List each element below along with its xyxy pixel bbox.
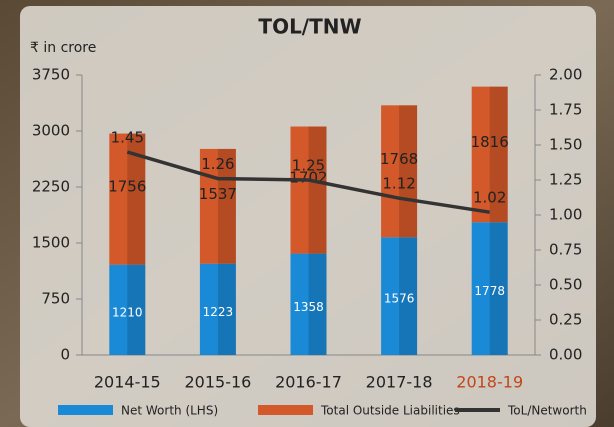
y-tick-label: 0 xyxy=(60,346,70,364)
bar-shade xyxy=(308,126,327,254)
bar-segment xyxy=(109,264,146,355)
y-tick-label: 3000 xyxy=(32,122,70,140)
bar-segment xyxy=(199,148,236,264)
line-value-label: 1.02 xyxy=(473,189,506,207)
line xyxy=(126,150,490,214)
line-value-label: 1.12 xyxy=(382,175,415,193)
bar-value-label: 1358 xyxy=(293,300,324,314)
bar-shade xyxy=(127,133,146,265)
bar-segment xyxy=(381,105,418,238)
legend-swatch xyxy=(58,405,113,415)
line-value-label: 1.45 xyxy=(111,129,144,147)
x-tick-label: 2016-17 xyxy=(275,373,342,392)
bar-segment xyxy=(471,222,508,355)
y2-tick-label: 0.00 xyxy=(549,346,582,364)
y2-tick-label: 0.50 xyxy=(549,276,582,294)
bar-segment xyxy=(199,263,236,355)
bar-segment xyxy=(471,86,508,223)
legend-label: Total Outside Liabilities xyxy=(320,404,460,418)
bar-shade xyxy=(489,222,508,355)
bar-shade xyxy=(127,264,146,355)
legend-label: ToL/Networth xyxy=(507,404,587,418)
bar-shade xyxy=(308,253,327,355)
y2-tick-label: 1.50 xyxy=(549,136,582,154)
bar-segment xyxy=(290,126,327,254)
y2-tick-label: 1.25 xyxy=(549,171,582,189)
chart-title: TOL/TNW xyxy=(258,15,361,39)
legend-label: Net Worth (LHS) xyxy=(121,404,218,418)
bar-shade xyxy=(399,105,418,238)
y-axis-label: ₹ in crore xyxy=(30,40,96,56)
bar-value-label: 1210 xyxy=(112,305,143,319)
line-value-label: 1.26 xyxy=(201,155,234,173)
y-tick-label: 2250 xyxy=(32,178,70,196)
bar-value-label: 1756 xyxy=(108,178,146,196)
y2-tick-label: 1.75 xyxy=(549,101,582,119)
x-tick-label: 2014-15 xyxy=(94,373,161,392)
bar-value-label: 1576 xyxy=(384,292,415,306)
bar-value-label: 1778 xyxy=(474,284,505,298)
bar-segment xyxy=(290,253,327,355)
bar-shade xyxy=(399,237,418,355)
y-tick-label: 3750 xyxy=(32,66,70,84)
bar-value-label: 1816 xyxy=(471,133,509,151)
y-tick-label: 1500 xyxy=(32,234,70,252)
bar-value-label: 1223 xyxy=(203,305,234,319)
bar-value-label: 1537 xyxy=(199,185,237,203)
bar-shade xyxy=(489,86,508,223)
line-value-label: 1.25 xyxy=(292,157,325,175)
y2-tick-label: 0.75 xyxy=(549,241,582,259)
x-tick-label: 2015-16 xyxy=(184,373,251,392)
y2-tick-label: 0.25 xyxy=(549,311,582,329)
y2-tick-label: 1.00 xyxy=(549,206,582,224)
bar-segment xyxy=(381,237,418,355)
y2-tick-label: 2.00 xyxy=(549,66,582,84)
legend-swatch xyxy=(258,405,313,415)
bar-value-label: 1768 xyxy=(380,150,418,168)
y-tick-label: 750 xyxy=(41,290,70,308)
bar-shade xyxy=(217,263,236,355)
x-tick-label: 2017-18 xyxy=(366,373,433,392)
x-tick-label: 2018-19 xyxy=(456,373,523,392)
